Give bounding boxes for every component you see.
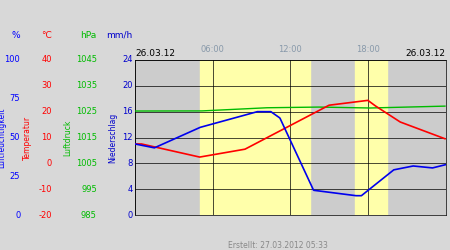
Text: 100: 100: [4, 56, 20, 64]
Text: 26.03.12: 26.03.12: [135, 48, 175, 58]
Text: 20: 20: [41, 107, 52, 116]
Text: 0: 0: [46, 159, 52, 168]
Text: -20: -20: [38, 210, 52, 220]
Text: Erstellt: 27.03.2012 05:33: Erstellt: 27.03.2012 05:33: [228, 240, 328, 250]
Text: 40: 40: [41, 56, 52, 64]
Bar: [200, 60, 310, 215]
Text: °C: °C: [41, 30, 52, 40]
Text: 1045: 1045: [76, 56, 97, 64]
Text: -10: -10: [38, 185, 52, 194]
Text: 985: 985: [81, 210, 97, 220]
Text: 1025: 1025: [76, 107, 97, 116]
Text: 20: 20: [122, 81, 133, 90]
Text: mm/h: mm/h: [107, 30, 133, 40]
Text: 24: 24: [122, 56, 133, 64]
Text: Luftfeuchtigkeit: Luftfeuchtigkeit: [0, 107, 7, 168]
Text: hPa: hPa: [81, 30, 97, 40]
Text: %: %: [12, 30, 20, 40]
Text: 50: 50: [10, 133, 20, 142]
Text: Temperatur: Temperatur: [22, 116, 32, 160]
Text: 12: 12: [122, 133, 133, 142]
Text: 1035: 1035: [76, 81, 97, 90]
Text: 1015: 1015: [76, 133, 97, 142]
Text: 10: 10: [41, 133, 52, 142]
Text: Niederschlag: Niederschlag: [108, 112, 117, 162]
Text: 0: 0: [127, 210, 133, 220]
Bar: [355, 60, 387, 215]
Text: Luftdruck: Luftdruck: [63, 119, 72, 156]
Text: 4: 4: [127, 185, 133, 194]
Text: 16: 16: [122, 107, 133, 116]
Text: 75: 75: [9, 94, 20, 103]
Text: 30: 30: [41, 81, 52, 90]
Text: 8: 8: [127, 159, 133, 168]
Text: 0: 0: [15, 210, 20, 220]
Text: 995: 995: [81, 185, 97, 194]
Text: 25: 25: [10, 172, 20, 181]
Text: 26.03.12: 26.03.12: [405, 48, 446, 58]
Text: 1005: 1005: [76, 159, 97, 168]
